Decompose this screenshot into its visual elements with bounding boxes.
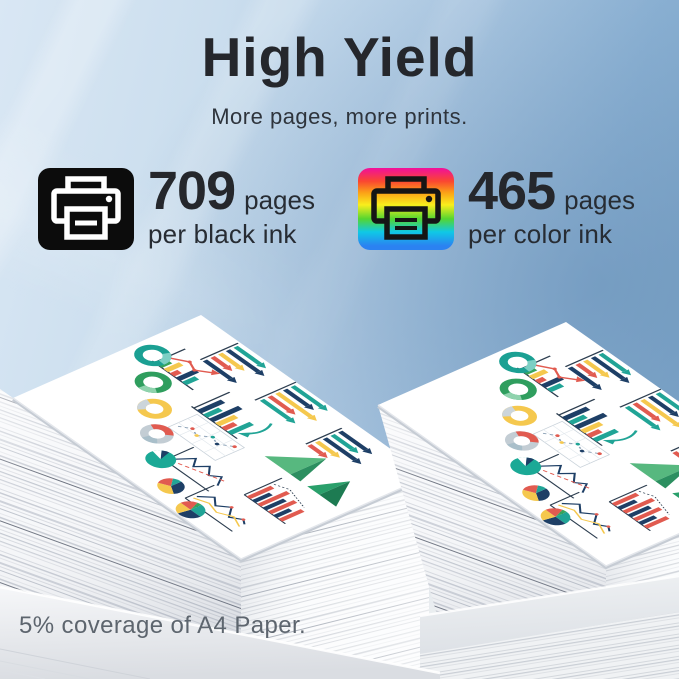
stat-color-value: 465 <box>468 160 556 221</box>
printer-icon <box>38 168 134 250</box>
stat-black-ink: 709 pages per black ink <box>38 160 315 250</box>
header: High Yield More pages, more prints. <box>0 30 679 130</box>
stat-color-unit: pages <box>564 184 635 215</box>
bottom-ream-left <box>0 585 440 679</box>
stat-color-ink: 465 pages per color ink <box>358 160 635 250</box>
page-title: High Yield <box>201 26 478 88</box>
stat-black-detail: per black ink <box>148 218 297 249</box>
page-subtitle: More pages, more prints. <box>211 104 468 129</box>
stat-black-unit: pages <box>244 184 315 215</box>
left-stack-side-right <box>241 476 429 679</box>
stat-color-detail: per color ink <box>468 218 613 249</box>
right-stack-top-sheet <box>378 322 679 566</box>
stat-black-value: 709 <box>148 160 236 221</box>
sheet-edge-shadow <box>12 398 430 563</box>
footnote-text: 5% coverage of A4 Paper. <box>19 612 307 639</box>
left-paper-stack <box>0 315 430 679</box>
bottom-ream-right <box>420 574 679 679</box>
printer-icon <box>358 168 454 250</box>
